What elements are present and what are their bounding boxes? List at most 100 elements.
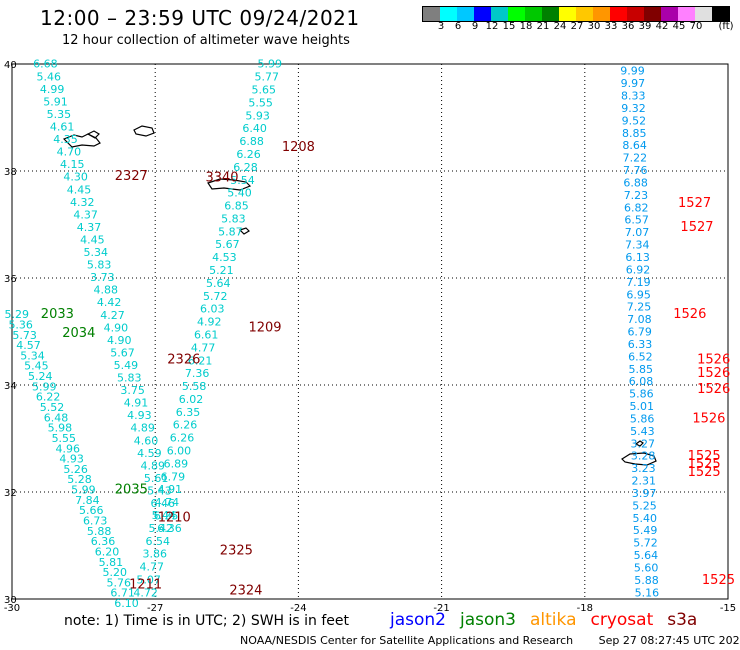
wave-height-value: 5.44	[152, 509, 177, 522]
pass-time-label: 1527	[680, 220, 713, 235]
wave-height-value: 5.58	[182, 380, 207, 393]
wave-height-value: 6.26	[170, 432, 195, 445]
altimeter-tracks: 6.685.464.995.915.354.614.354.704.154.30…	[5, 58, 660, 610]
wave-height-value: 6.35	[154, 510, 179, 523]
legend-label: 36	[621, 21, 635, 32]
wave-height-value: 4.30	[63, 171, 88, 184]
legend-swatch	[712, 7, 729, 21]
wave-height-value: 5.86	[629, 388, 654, 401]
wave-height-value: 3.73	[90, 271, 115, 284]
wave-height-value: 4.90	[104, 321, 129, 334]
wave-height-value: 6.13	[625, 251, 650, 264]
pass-time-label: 2327	[115, 169, 148, 184]
map-title: 12:00 – 23:59 UTC 09/24/2021	[40, 6, 360, 30]
wave-height-value: 5.42	[149, 522, 174, 535]
wave-height-value: 4.91	[158, 483, 183, 496]
legend-label: 18	[519, 21, 533, 32]
wave-height-value: 5.24	[28, 370, 53, 383]
wave-height-value: 4.72	[133, 586, 158, 599]
lat-tick-label: 36	[4, 274, 17, 285]
wave-height-value: 6.33	[628, 338, 653, 351]
legend-swatch	[593, 7, 610, 21]
footer: NOAA/NESDIS Center for Satellite Applica…	[240, 634, 740, 647]
lon-tick-label: -24	[290, 603, 306, 614]
pass-time-label: 1525	[688, 465, 721, 480]
satellite-legend: jason2 jason3 altika cryosat s3a	[390, 610, 711, 630]
wave-height-value: 4.42	[97, 296, 122, 309]
island-corvo	[86, 130, 100, 139]
wave-height-value: 5.67	[215, 238, 240, 251]
wave-height-value: 6.88	[239, 135, 264, 148]
pass-time-label: 1209	[248, 321, 281, 336]
wave-height-value: 6.03	[200, 303, 225, 316]
wave-height-value: 6.00	[167, 445, 192, 458]
wave-height-value: 5.40	[227, 187, 252, 200]
wave-height-value: 5.16	[635, 586, 660, 599]
pass-time-label: 1525	[688, 457, 721, 472]
wave-height-value: 5.52	[40, 401, 65, 414]
legend-swatch	[644, 7, 661, 21]
wave-height-value: 5.55	[52, 432, 77, 445]
pass-time-label: 1526	[697, 366, 730, 381]
satellite-jason2: jason2	[390, 610, 446, 630]
wave-height-value: 6.71	[110, 587, 135, 600]
legend-label: 3	[437, 21, 445, 32]
legend-label: 15	[502, 21, 516, 32]
wave-height-value: 6.10	[114, 597, 139, 610]
wave-height-value: 6.22	[36, 391, 61, 404]
wave-height-value: 4.27	[100, 309, 125, 322]
wave-height-value: 6.28	[233, 161, 258, 174]
wave-height-value: 7.08	[627, 313, 652, 326]
wave-height-value: 5.88	[87, 525, 112, 538]
axis-labels: -30 -27 -24 -21 -18 -15 40 38 36 34 32 30	[4, 60, 736, 614]
lon-tick-label: -15	[720, 603, 736, 614]
legend-swatch	[525, 7, 542, 21]
satellite-s3a: s3a	[667, 610, 698, 630]
wave-height-value: 4.45	[67, 183, 92, 196]
wave-height-value: 7.07	[625, 226, 650, 239]
wave-height-value: 7.34	[625, 239, 650, 252]
satellite-cryosat: cryosat	[590, 610, 654, 630]
wave-height-value: 5.01	[629, 400, 654, 413]
wave-height-value: 5.36	[8, 318, 33, 331]
wave-height-value: 6.48	[44, 411, 69, 424]
wave-height-value: 5.67	[110, 346, 135, 359]
footnote: note: 1) Time is in UTC; 2) SWH is in fe…	[64, 613, 350, 629]
wave-height-value: 6.85	[224, 200, 249, 213]
wave-height-value: 3.23	[631, 462, 656, 475]
wave-height-value: 4.45	[80, 233, 105, 246]
wave-height-value: 5.54	[230, 174, 255, 187]
wave-height-value: 9.99	[620, 65, 645, 78]
lon-tick-label: -27	[147, 603, 163, 614]
wave-height-value: 4.88	[94, 284, 119, 297]
wave-height-value: 6.46	[151, 497, 176, 510]
wave-height-value: 5.65	[251, 84, 276, 97]
legend-label: 24	[553, 21, 567, 32]
generated-timestamp: Sep 27 08:27:45 UTC 2021	[598, 634, 740, 647]
pass-time-label: 2325	[220, 544, 253, 559]
legend-swatch	[474, 7, 491, 21]
wave-height-value: 5.45	[24, 360, 49, 373]
wave-height-value: 6.61	[194, 328, 219, 341]
wave-height-value: 6.26	[236, 148, 261, 161]
wave-height-value: 6.35	[176, 406, 201, 419]
pass-time-label: 3340	[205, 171, 238, 186]
wave-height-value: 5.73	[12, 329, 37, 342]
wave-height-value: 5.88	[634, 574, 659, 587]
pass-time-labels: 1208 2327 3340 1527 1527 2033 2034 1526 1209 2326…	[41, 140, 735, 599]
pass-time-label: 1526	[697, 382, 730, 397]
wave-height-value: 6.82	[624, 201, 649, 214]
wave-height-value: 7.23	[624, 189, 649, 202]
wave-height-value: 5.77	[254, 71, 279, 84]
wave-height-value: 6.88	[623, 176, 648, 189]
pass-time-label: 1527	[678, 196, 711, 211]
wave-height-value: 7.22	[623, 152, 648, 165]
wave-height-value: 3.27	[631, 437, 656, 450]
lon-tick-label: -21	[433, 603, 449, 614]
wave-height-value: 6.52	[628, 350, 653, 363]
island-outlines	[62, 125, 657, 466]
wave-height-value: 5.28	[67, 473, 92, 486]
wave-height-value: 5.26	[63, 463, 88, 476]
wave-height-value: 6.68	[33, 58, 58, 71]
legend-swatch	[695, 7, 712, 21]
